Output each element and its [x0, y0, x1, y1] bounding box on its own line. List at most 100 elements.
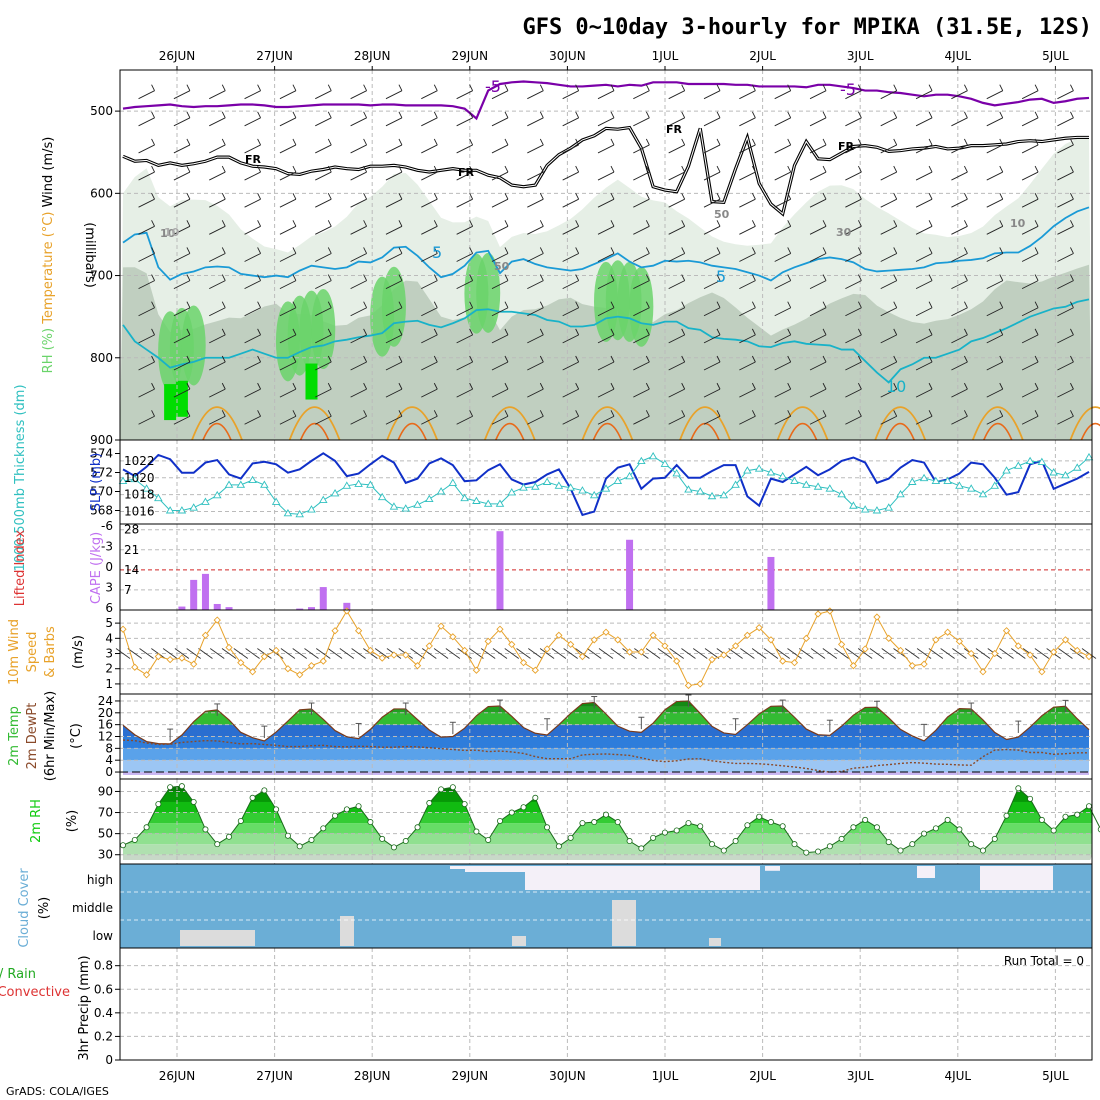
wind-barb [173, 198, 191, 208]
wind-barb [315, 171, 332, 181]
contour-label: FR [245, 153, 262, 166]
wind-barb [633, 334, 650, 344]
thickness-point [1002, 466, 1011, 474]
thickness-point [1084, 452, 1094, 461]
wind-barb [339, 648, 355, 659]
wind-barb [951, 307, 968, 317]
wind-barb [1058, 648, 1073, 659]
wind-barb [774, 334, 791, 344]
rh-point [767, 819, 774, 826]
rh-point [661, 829, 668, 836]
thickness-point [978, 489, 988, 498]
wind-barb-flag [928, 382, 933, 390]
y-tick-label: 500 [90, 104, 113, 118]
thickness-point [495, 499, 505, 507]
wind-barb [845, 90, 862, 100]
wind-speed-point [849, 662, 858, 670]
temp-band [120, 695, 1092, 701]
thickness-point [648, 451, 658, 460]
wind-barb-flag [893, 220, 898, 227]
y-tick-label: 0 [105, 1053, 113, 1067]
wind-speed-point [991, 649, 999, 658]
panel-frame [119, 523, 1093, 611]
wind-barb [703, 225, 721, 235]
wind-barb [209, 280, 226, 290]
thickness-point [318, 495, 328, 503]
rh-point [732, 838, 739, 845]
wind-barb [233, 648, 249, 659]
wind-barb-flag [292, 247, 297, 254]
wind-barb-flag [893, 84, 898, 91]
wind-barb [986, 253, 1003, 262]
cape-tick: 14 [124, 563, 139, 577]
isotherm-15 [1069, 406, 1100, 441]
cloud-row-label: low [93, 929, 114, 943]
contour-label: 50 [494, 260, 510, 273]
wind-barb [915, 253, 933, 262]
wind-barb [138, 253, 155, 262]
wind-barb-flag [893, 247, 898, 254]
wind-barb [763, 648, 779, 659]
cape-bar [626, 539, 634, 610]
wind-speed-point [296, 671, 304, 679]
chart-title: GFS 0~10day 3-hourly for MPIKA (31.5E, 1… [522, 15, 1092, 40]
wind-barb-flag [999, 247, 1004, 254]
wind-barb-flag [433, 274, 438, 281]
wind-barb [209, 253, 226, 262]
wind-speed-point [378, 654, 386, 662]
wind-barb-flag [787, 301, 792, 308]
wind-barb-flag [151, 138, 155, 146]
wind-barb-flag [928, 84, 933, 91]
thickness-point [342, 481, 352, 489]
wind-barb [809, 334, 827, 344]
wind-barb [292, 648, 307, 659]
wind-barb-flag [539, 274, 544, 281]
wind-barb [774, 415, 791, 425]
rh-point [131, 836, 138, 843]
thickness-point [542, 477, 552, 485]
cape-ylabel: CAPE (J/kg) [89, 532, 104, 604]
wind-barb-flag [928, 328, 933, 336]
wind-barb-flag [787, 220, 792, 227]
y-tick-label: 20 [98, 706, 113, 720]
wind-barb [279, 198, 297, 208]
date-label-top: 2JUL [749, 49, 776, 63]
precip-unit: 3hr Precip (mm) [77, 955, 92, 1060]
wind-barb-flag [999, 84, 1004, 91]
wind-barb [385, 90, 403, 100]
temp-band [123, 760, 1089, 773]
rh-point [591, 819, 598, 826]
wind-barb-flag [964, 138, 968, 146]
wind-barb-flag [822, 382, 827, 390]
wind-barb [504, 648, 520, 659]
slp-line [122, 452, 1090, 517]
wind-barb [315, 198, 332, 208]
contour-label: 5 [432, 243, 442, 262]
rh-point [614, 819, 621, 826]
wind-speed-point [166, 655, 174, 664]
wind-barb [527, 90, 544, 100]
wind-speed-point [696, 680, 704, 688]
wind-barb [774, 307, 791, 317]
wind-barb [633, 307, 650, 317]
wind-barb [385, 388, 403, 398]
wind-barb-flag [327, 247, 332, 254]
wind-barb [799, 648, 814, 659]
wind-speed-point [731, 642, 740, 650]
rh-point [873, 824, 880, 831]
wind-barb [421, 361, 438, 371]
thickness-point [966, 484, 976, 492]
rh-point [991, 835, 998, 842]
rh-point [979, 847, 986, 854]
wind-barb [480, 648, 496, 659]
wind-barb [139, 648, 154, 659]
wind-barb [1021, 388, 1039, 398]
thickness-point [566, 483, 575, 491]
date-axis-top: 26JUN 27JUN 28JUN 29JUN 30JUN 1JUL 2JUL 3JUL 4JU… [159, 49, 1069, 72]
wind-barb-flag [681, 410, 686, 417]
wind-barb [703, 253, 721, 262]
temp-band [123, 724, 1089, 737]
panel-cape-lifted-index: -6 -3 0 3 6 28 21 14 7 Lifted Index CAPE (J/kg) [13, 519, 1093, 615]
y-tick-label: 900 [90, 433, 113, 447]
thickness-point [743, 466, 752, 474]
